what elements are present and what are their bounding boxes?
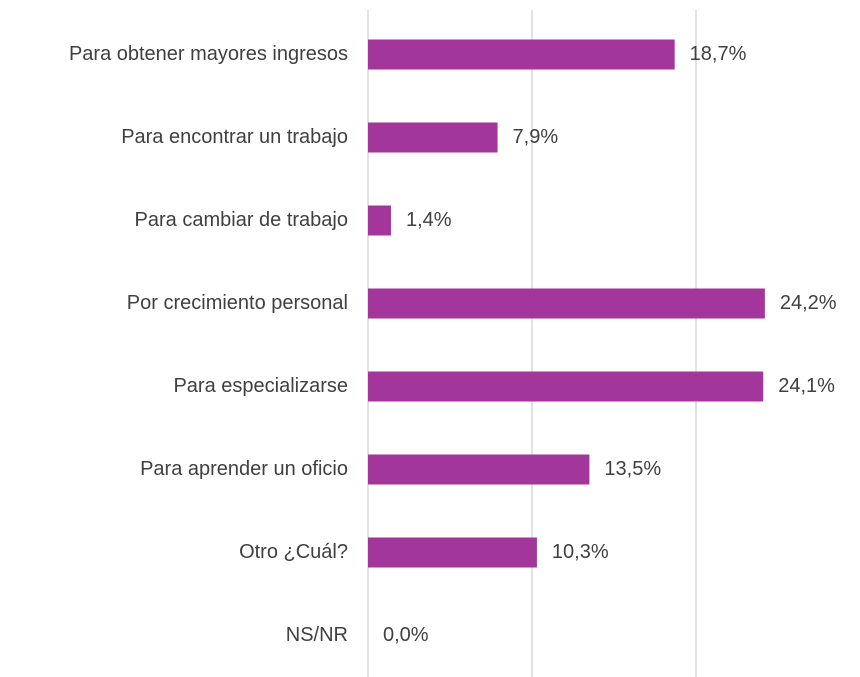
y-tick-label: Para obtener mayores ingresos [69,43,348,65]
bar [368,454,590,485]
bar [368,537,537,568]
data-label: 0,0% [383,624,429,646]
data-label: 1,4% [406,209,452,231]
bar [368,122,498,153]
bar [368,39,675,70]
y-tick-label: NS/NR [286,624,348,646]
y-tick-label: Para encontrar un trabajo [121,126,348,148]
bar [368,371,764,402]
y-tick-label: Para cambiar de trabajo [135,209,348,231]
data-label: 24,2% [780,292,837,314]
bar [368,288,765,319]
data-label: 13,5% [604,458,661,480]
data-label: 24,1% [778,375,835,397]
data-label: 7,9% [513,126,559,148]
bar [368,205,391,236]
data-label: 10,3% [552,541,609,563]
data-label: 18,7% [690,43,747,65]
y-tick-label: Otro ¿Cuál? [239,541,348,563]
y-tick-label: Para aprender un oficio [140,458,348,480]
y-tick-label: Por crecimiento personal [127,292,348,314]
y-tick-label: Para especializarse [173,375,348,397]
